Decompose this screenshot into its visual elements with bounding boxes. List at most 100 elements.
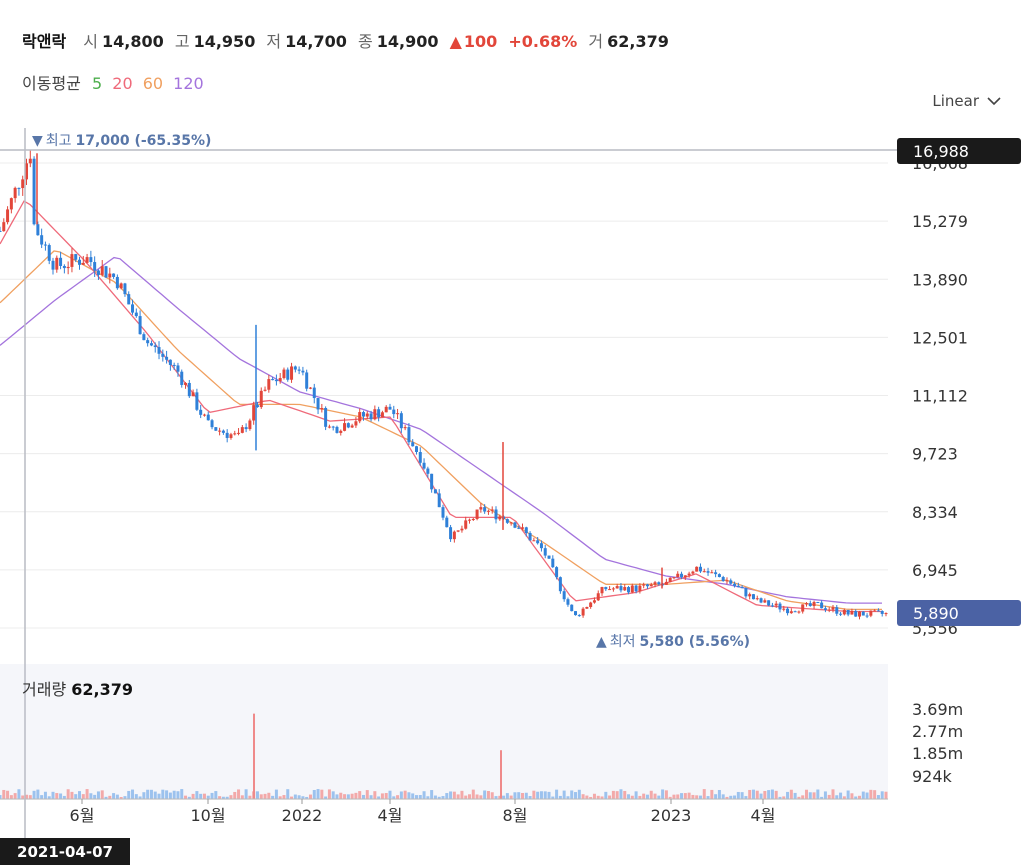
volume-bar (433, 795, 437, 799)
volume-bar (142, 792, 146, 799)
candle-body (388, 406, 392, 410)
volume-bar (528, 796, 532, 799)
scale-selector[interactable]: Linear (932, 92, 1001, 110)
volume-bar (592, 793, 596, 799)
candle-body (702, 571, 706, 573)
volume-bar (839, 792, 843, 799)
volume-bar (827, 794, 831, 799)
candle-body (634, 585, 638, 592)
low-value: 14,700 (285, 32, 347, 51)
volume-bar (85, 789, 89, 799)
candle-body (804, 603, 808, 605)
volume-bar (172, 790, 176, 799)
candle-body (793, 611, 797, 613)
price-tick-label: 6,945 (912, 561, 958, 580)
candle-body (380, 412, 384, 418)
volume-bar (346, 794, 350, 799)
high-label: 고 (174, 32, 190, 51)
candle-body (308, 387, 312, 389)
candle-body (558, 577, 562, 592)
candle-body (55, 257, 59, 270)
volume-bar (721, 794, 725, 799)
volume-bar (566, 796, 570, 799)
moving-average-legend[interactable]: 이동평균 5 20 60 120 (22, 70, 209, 94)
candle-body (282, 369, 286, 379)
candle-body (789, 611, 793, 614)
price-tick-label: 15,279 (912, 212, 968, 231)
candle-body (392, 409, 396, 415)
volume-bar (691, 794, 695, 799)
candle-body (187, 382, 191, 397)
candle-body (74, 254, 78, 260)
candle-body (149, 343, 153, 346)
candle-body (320, 408, 324, 410)
volume-bar (698, 795, 702, 799)
volume-bar (396, 795, 400, 799)
volume-tick-label: 1.85m (912, 744, 963, 763)
candle-body (687, 573, 691, 576)
volume-bar (17, 789, 21, 799)
candle-body (168, 359, 172, 365)
candle-body (755, 598, 759, 600)
candle-body (778, 603, 782, 610)
candle-body (396, 413, 400, 415)
candle-body (51, 260, 55, 270)
volume-bar (634, 791, 638, 799)
candle-body (433, 489, 437, 494)
volume-bar (134, 794, 138, 799)
candle-body (865, 615, 869, 617)
volume-bar (373, 791, 377, 799)
candle-body (680, 573, 684, 578)
volume-bar (835, 795, 839, 799)
candle-body (820, 602, 824, 609)
volume-bar (290, 796, 294, 799)
volume-bar (339, 792, 343, 799)
candle-body (846, 609, 850, 615)
candle-body (293, 366, 297, 370)
volume-bars (0, 713, 888, 799)
volume-bar (112, 793, 116, 799)
candle-body (748, 594, 752, 597)
volume-bar (615, 791, 619, 799)
candle-body (354, 421, 358, 426)
volume-bar (165, 790, 169, 799)
volume-bar (846, 790, 850, 799)
volume-bar (316, 789, 320, 799)
volume-bar (146, 789, 150, 799)
volume-bar (532, 790, 536, 799)
candle-body (672, 577, 676, 579)
time-tick-label: 2022 (282, 806, 323, 825)
candle-body (869, 610, 873, 616)
candle-body (683, 575, 687, 578)
volume-bar (361, 794, 365, 799)
volume-bar (271, 795, 275, 799)
candle-body (115, 276, 119, 289)
candle-body (774, 603, 778, 606)
candle-body (199, 409, 203, 415)
volume-bar (176, 791, 180, 799)
volume-bar (884, 791, 888, 799)
volume-bar (108, 795, 112, 799)
volume-bar (869, 789, 873, 799)
candle-body (468, 519, 472, 521)
candle-body (649, 584, 653, 587)
candle-body (267, 379, 271, 390)
candle-body (786, 608, 790, 614)
volume-bar (123, 796, 127, 799)
volume-bar (611, 790, 615, 799)
candle-body (233, 433, 237, 435)
candle-body (483, 507, 487, 512)
candle-body (471, 518, 475, 520)
volume-bar (820, 796, 824, 799)
candle-body (85, 257, 89, 263)
volume-bar (547, 791, 551, 799)
candle-body (127, 294, 131, 305)
candle-body (263, 389, 267, 391)
volume-bar (733, 795, 737, 799)
volume-bar (233, 791, 237, 799)
volume-bar (509, 795, 513, 799)
volume-bar (736, 791, 740, 799)
volume-bar (21, 795, 25, 799)
volume-bar (25, 794, 29, 799)
